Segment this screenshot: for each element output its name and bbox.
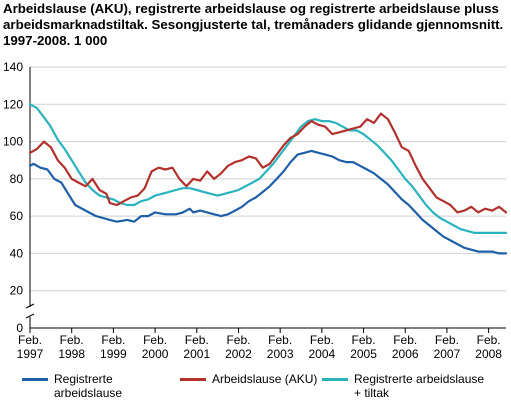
x-tick-label-year: 2000 xyxy=(142,347,169,361)
x-tick-label-month: Feb. xyxy=(101,333,125,347)
x-tick-label-month: Feb. xyxy=(18,333,42,347)
x-tick-label-year: 2003 xyxy=(267,347,294,361)
x-tick-label-year: 2005 xyxy=(350,347,377,361)
axis-break-mark xyxy=(25,303,35,309)
x-tick-label-year: 1998 xyxy=(58,347,85,361)
legend-swatch xyxy=(180,378,206,381)
y-tick-label: 120 xyxy=(3,97,23,111)
gridlines xyxy=(30,66,506,292)
x-tick-label-month: Feb. xyxy=(310,333,334,347)
x-tick-label-year: 2007 xyxy=(434,347,461,361)
x-tick-label-month: Feb. xyxy=(185,333,209,347)
x-tick-label-month: Feb. xyxy=(393,333,417,347)
legend-label: Arbeidslause (AKU) xyxy=(212,372,318,386)
y-tick-label: 100 xyxy=(3,135,23,149)
x-tick-label-year: 2004 xyxy=(309,347,336,361)
legend-swatch xyxy=(22,378,48,381)
series-line-2 xyxy=(28,103,508,234)
x-tick-label-month: Feb. xyxy=(268,333,292,347)
series-line-1 xyxy=(28,112,508,214)
x-tick-label-month: Feb. xyxy=(60,333,84,347)
y-tick-label: 0 xyxy=(16,321,23,335)
legend-label: Registrerte arbeidslause + tiltak xyxy=(354,372,485,400)
x-tick-label-year: 2001 xyxy=(183,347,210,361)
chart-title: Arbeidslause (AKU), registrerte arbeidsl… xyxy=(3,1,504,48)
x-tick-label-year: 1997 xyxy=(17,347,44,361)
y-tick-label: 140 xyxy=(3,60,23,74)
axes xyxy=(25,67,506,333)
x-tick-label-year: 2002 xyxy=(225,347,252,361)
x-tick-label-month: Feb. xyxy=(477,333,501,347)
y-tick-label: 20 xyxy=(10,284,24,298)
series-lines xyxy=(28,103,508,255)
x-tick-label-month: Feb. xyxy=(143,333,167,347)
legend-label: Registrerte arbeidslause xyxy=(54,372,123,400)
x-tick-label-year: 1999 xyxy=(100,347,127,361)
x-tick-labels: Feb.1997Feb.1998Feb.1999Feb.2000Feb.2001… xyxy=(17,333,503,361)
axis-break-mark xyxy=(25,313,35,319)
x-tick-label-year: 2006 xyxy=(392,347,419,361)
x-tick-label-month: Feb. xyxy=(352,333,376,347)
y-tick-label: 60 xyxy=(10,209,24,223)
y-tick-label: 40 xyxy=(10,246,24,260)
legend-swatch xyxy=(322,378,348,381)
x-tick-label-month: Feb. xyxy=(226,333,250,347)
x-tick-label-year: 2008 xyxy=(475,347,502,361)
x-tick-label-month: Feb. xyxy=(435,333,459,347)
y-tick-labels: 0 20 40 60 80 100 120 140 xyxy=(3,60,23,335)
series-line-0 xyxy=(28,149,508,255)
y-tick-label: 80 xyxy=(10,172,24,186)
